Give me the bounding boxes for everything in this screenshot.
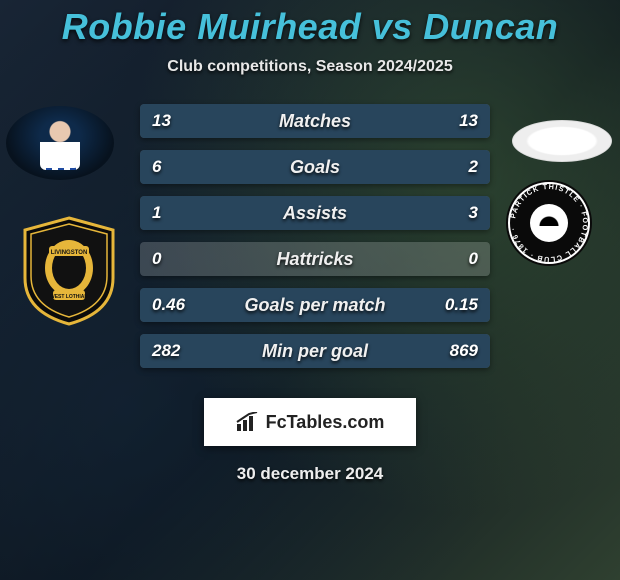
club-crest-right: PARTICK THISTLE · FOOTBALL CLUB · 1876 · bbox=[506, 180, 592, 266]
stat-row: Assists1 3 bbox=[140, 196, 490, 230]
stat-row: Min per goal282869 bbox=[140, 334, 490, 368]
stat-row: Matches13 13 bbox=[140, 104, 490, 138]
thistle-icon bbox=[530, 204, 568, 242]
subtitle: Club competitions, Season 2024/2025 bbox=[0, 58, 620, 76]
brand-text: FcTables.com bbox=[266, 412, 385, 433]
brand-badge[interactable]: FcTables.com bbox=[204, 398, 416, 446]
stat-value-right: 0 bbox=[457, 242, 490, 276]
brand-chart-icon bbox=[236, 412, 260, 432]
stat-label: Hattricks bbox=[140, 242, 490, 276]
stat-value-right: 13 bbox=[447, 104, 490, 138]
club-crest-left: LIVINGSTON WEST LOTHIAN bbox=[18, 216, 120, 326]
svg-text:LIVINGSTON: LIVINGSTON bbox=[51, 250, 88, 256]
stat-row: Goals per match0.460.15 bbox=[140, 288, 490, 322]
stat-value-left: 0 bbox=[140, 242, 173, 276]
stat-value-left: 0.46 bbox=[140, 288, 197, 322]
comparison-card: Robbie Muirhead vs Duncan Club competiti… bbox=[0, 0, 620, 580]
player-left-jersey bbox=[40, 142, 80, 170]
svg-text:WEST LOTHIAN: WEST LOTHIAN bbox=[50, 294, 88, 300]
player-left-avatar bbox=[6, 106, 114, 180]
player-right-avatar bbox=[512, 120, 612, 162]
stat-value-left: 6 bbox=[140, 150, 173, 184]
stat-label: Goals bbox=[140, 150, 490, 184]
page-title: Robbie Muirhead vs Duncan bbox=[0, 6, 620, 48]
stat-bars: Matches1313Goals62Assists13Hattricks00Go… bbox=[140, 104, 490, 380]
stat-value-left: 13 bbox=[140, 104, 183, 138]
stat-value-left: 282 bbox=[140, 334, 192, 368]
stat-value-right: 3 bbox=[457, 196, 490, 230]
stat-value-left: 1 bbox=[140, 196, 173, 230]
stat-label: Matches bbox=[140, 104, 490, 138]
stat-value-right: 2 bbox=[457, 150, 490, 184]
stat-row: Hattricks0 0 bbox=[140, 242, 490, 276]
stat-value-right: 0.15 bbox=[433, 288, 490, 322]
date-label: 30 december 2024 bbox=[0, 464, 620, 484]
stat-label: Assists bbox=[140, 196, 490, 230]
comparison-area: LIVINGSTON WEST LOTHIAN PARTICK THISTLE … bbox=[0, 104, 620, 384]
stat-row: Goals6 2 bbox=[140, 150, 490, 184]
stat-value-right: 869 bbox=[438, 334, 490, 368]
